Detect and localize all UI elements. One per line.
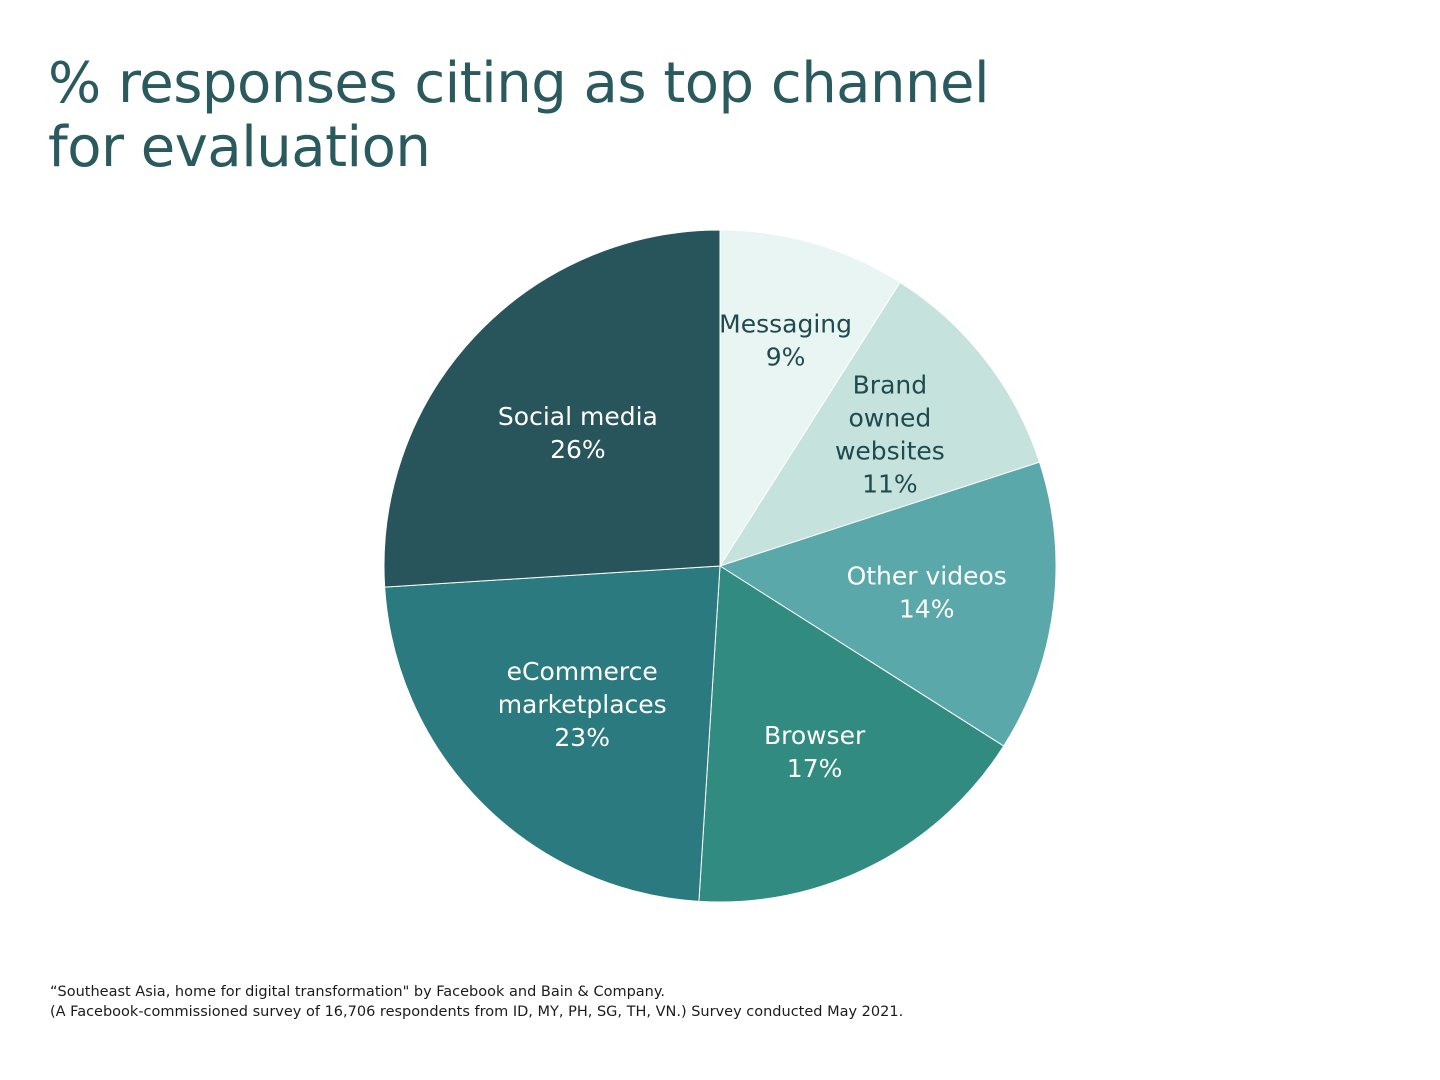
pie-slice-ecommerce-marketplaces xyxy=(384,565,721,902)
source-footnote: “Southeast Asia, home for digital transf… xyxy=(50,982,903,1022)
pie-category-label: eCommerce xyxy=(507,657,658,686)
chart-title-line-1: % responses citing as top channel xyxy=(48,51,990,116)
pie-label-browser: Browser 17% xyxy=(764,721,866,783)
pie-value-label: 11% xyxy=(862,470,918,499)
pie-category-label: Browser xyxy=(764,721,866,750)
pie-slice-brand-owned-websites xyxy=(718,281,1041,567)
pie-category-label: marketplaces xyxy=(498,690,667,719)
pie-slices xyxy=(383,229,1057,903)
pie-slice-other-videos xyxy=(718,461,1057,747)
pie-label-brand-owned-websites: Brand owned websites 11% xyxy=(835,371,945,499)
chart-title-line-2: for evaluation xyxy=(48,115,431,180)
pie-category-label: Brand xyxy=(853,371,927,400)
pie-value-label: 9% xyxy=(766,343,806,372)
pie-label-social-media: Social media 26% xyxy=(498,402,658,464)
pie-value-label: 23% xyxy=(554,723,610,752)
pie-category-label: owned xyxy=(848,404,931,433)
pie-slice-browser xyxy=(698,565,1005,903)
pie-category-label: websites xyxy=(835,437,945,466)
pie-category-label: Messaging xyxy=(719,310,852,339)
pie-value-label: 26% xyxy=(550,435,606,464)
pie-labels: Messaging 9% Brand owned websites 11% Other vi… xyxy=(498,310,1007,783)
footnote-line-2: (A Facebook-commissioned survey of 16,70… xyxy=(50,1004,904,1020)
pie-value-label: 14% xyxy=(899,595,955,624)
footnote-line-1: “Southeast Asia, home for digital transf… xyxy=(50,984,665,1000)
pie-slice-social-media xyxy=(383,229,721,588)
pie-label-ecommerce-marketplaces: eCommerce marketplaces 23% xyxy=(498,657,667,752)
pie-category-label: Social media xyxy=(498,402,658,431)
chart-title: % responses citing as top channel for ev… xyxy=(48,52,1148,180)
pie-value-label: 17% xyxy=(787,754,843,783)
pie-label-messaging: Messaging 9% xyxy=(719,310,852,372)
pie-label-other-videos: Other videos 14% xyxy=(847,562,1007,624)
pie-category-label: Other videos xyxy=(847,562,1007,591)
pie-slice-messaging xyxy=(719,229,901,568)
